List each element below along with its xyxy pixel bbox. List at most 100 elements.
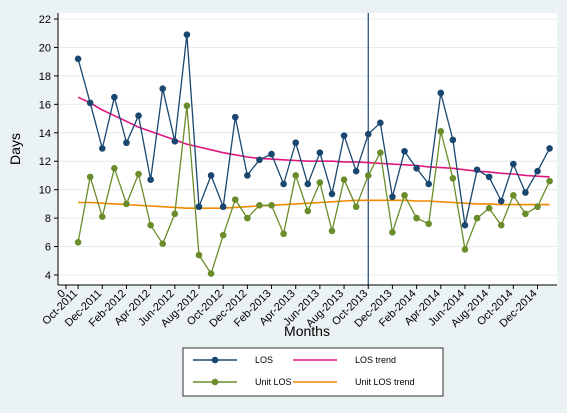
unit-los-point [510, 192, 517, 199]
unit-los-trend-line [78, 199, 550, 209]
unit-los-point [522, 210, 529, 218]
legend-item-los-trend: LOS trend [293, 355, 396, 365]
los-point [377, 119, 384, 127]
unit-los-point [497, 221, 505, 229]
y-tick-label: 20 [39, 42, 51, 54]
unit-los-point [473, 214, 481, 222]
los-point [147, 176, 154, 184]
unit-los-point [316, 179, 324, 186]
los-line [77, 33, 551, 226]
unit-los-point [413, 214, 420, 222]
unit-los-point [195, 251, 203, 259]
unit-los-point [183, 102, 191, 110]
los-point [304, 180, 312, 188]
unit-los-point [231, 196, 239, 203]
legend-entries: LOS LOS trend Unit LOS Unit LOS trend [193, 355, 415, 387]
los-point [328, 190, 336, 198]
unit-los-point [352, 203, 360, 211]
los-point [86, 99, 94, 107]
unit-los-point [135, 170, 142, 178]
plot-area [58, 13, 557, 285]
los-point [522, 189, 529, 196]
unit-los-point [425, 220, 433, 228]
los-point [546, 145, 553, 152]
los-point [280, 180, 287, 188]
y-tick-label: 16 [39, 99, 51, 111]
legend-label: Unit LOS trend [355, 377, 415, 387]
los-point [268, 150, 275, 158]
unit-los-point [546, 177, 553, 185]
los-point [244, 172, 251, 179]
los-point [437, 89, 445, 97]
unit-los-point [461, 246, 469, 253]
unit-los-point [111, 165, 118, 172]
unit-los-point [219, 231, 227, 239]
gridlines [58, 18, 557, 276]
legend-item-unit-los-trend: Unit LOS trend [293, 377, 415, 387]
y-tick-label: 22 [39, 14, 51, 26]
los-point [135, 112, 142, 120]
legend-swatch-marker [211, 378, 219, 386]
unit-los-point [256, 202, 263, 209]
unit-los-point [86, 173, 94, 181]
unit-los-point [437, 128, 445, 135]
y-tick-label: 6 [45, 242, 51, 254]
unit-los-point [171, 210, 179, 218]
y-tick-label: 12 [39, 156, 51, 168]
unit-los-point [534, 203, 541, 211]
legend-label: LOS [255, 355, 273, 365]
los-point [195, 203, 203, 211]
los-point [497, 197, 505, 205]
y-axis-title: Days [7, 133, 23, 165]
los-point [256, 156, 263, 164]
unit-los-point [377, 149, 384, 156]
y-tick-label: 8 [45, 213, 51, 225]
los-point [461, 221, 469, 229]
unit-los-point [401, 192, 408, 199]
los-point [485, 173, 493, 181]
unit-los-point [74, 238, 82, 246]
los-point [159, 85, 167, 92]
unit-los-point [449, 174, 457, 182]
unit-los-point [292, 172, 300, 179]
los-point [449, 136, 457, 144]
unit-los-point [268, 202, 275, 209]
unit-los-point [304, 207, 312, 215]
los-point [425, 180, 433, 188]
los-point [219, 203, 227, 211]
unit-los-point [485, 204, 493, 212]
unit-los-point [244, 214, 251, 222]
los-point [534, 167, 541, 175]
los-point [123, 139, 130, 147]
legend-label: Unit LOS [255, 377, 292, 387]
legend-swatch-marker [211, 356, 219, 364]
los-point [111, 93, 118, 101]
y-tick-label: 14 [39, 128, 51, 140]
los-point [352, 167, 360, 175]
unit-los-point [159, 240, 167, 248]
y-tick-label: 4 [45, 270, 51, 282]
x-axis-title: Months [284, 323, 330, 339]
unit-los-point [364, 172, 372, 179]
los-point [473, 166, 481, 174]
legend-item-unit-los: Unit LOS [193, 377, 292, 387]
legend: LOS LOS trend Unit LOS Unit LOS trend [182, 347, 444, 397]
los-point [389, 193, 396, 201]
los-point [292, 139, 300, 147]
los-point [401, 147, 408, 155]
los-point [183, 31, 191, 38]
unit-los-point [207, 270, 215, 277]
y-tick-label: 10 [39, 185, 51, 197]
unit-los-point [280, 230, 287, 238]
los-point [231, 113, 239, 121]
unit-los-point [389, 229, 396, 236]
unit-los-point [98, 213, 106, 220]
y-tick-label: 18 [39, 71, 51, 83]
legend-label: LOS trend [355, 355, 396, 365]
unit-los-point [147, 221, 154, 229]
unit-los-point [328, 227, 336, 235]
unit-los-point [340, 176, 348, 184]
legend-item-los: LOS [193, 355, 273, 365]
